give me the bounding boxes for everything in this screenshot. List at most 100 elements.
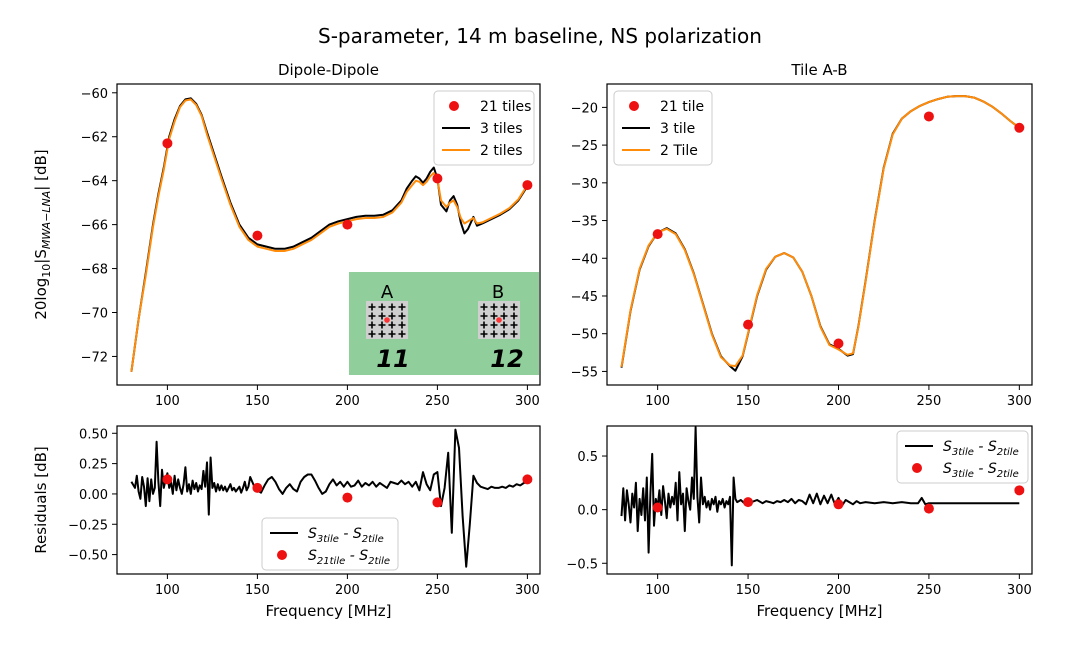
legend-marker — [277, 550, 287, 560]
x-axis-label: Frequency [MHz] — [265, 602, 391, 620]
legend-label: 2 Tile — [660, 143, 698, 159]
scatter-point — [923, 111, 934, 122]
inset-label-a: A — [381, 282, 394, 303]
legend-label-part: 3tile — [317, 534, 339, 545]
y-axis-label-part: 10 — [40, 264, 53, 278]
y-tick-label: −0.25 — [68, 518, 108, 533]
x-tick-label: 200 — [826, 583, 851, 598]
x-tick-label: 300 — [515, 394, 540, 409]
scatter-point — [432, 497, 443, 508]
y-tick-label: 0.50 — [79, 427, 108, 442]
x-tick-label: 200 — [826, 394, 851, 409]
y-tick-label: 0.5 — [577, 450, 598, 465]
panel-residuals-right: 100 150 200 250 300 −0.5 0.0 0.5 Frequency [MHz]… — [566, 425, 1033, 620]
x-tick-label: 150 — [245, 583, 270, 598]
scatter-point — [162, 138, 173, 149]
legend-label-part: 2tile — [362, 534, 384, 545]
legend-label-part: S — [943, 461, 952, 477]
scatter-point — [162, 474, 173, 485]
panel-title: Tile A-B — [790, 61, 847, 79]
y-tick-label: −66 — [81, 219, 108, 234]
y-axis-label: Residuals [dB] — [32, 446, 50, 553]
series-line-3-tiles — [130, 97, 529, 372]
panel-residuals-left: 100 150 200 250 300 −0.50 −0.25 0.00 0.25 0.50 Fre… — [32, 425, 541, 620]
legend-label-part: - S — [974, 439, 997, 455]
y-tick-label: −72 — [81, 350, 108, 365]
legend-label: S3tile - S2tile — [308, 526, 384, 545]
figure-title: S-parameter, 14 m baseline, NS polarizat… — [318, 24, 762, 48]
axes-frame — [606, 425, 1033, 575]
x-tick-label: 100 — [155, 583, 180, 598]
series-line-2-tiles — [130, 98, 529, 372]
y-tick-label: −62 — [81, 131, 108, 146]
dipole-cross — [388, 330, 396, 338]
dipole-cross — [500, 303, 508, 311]
legend-box — [433, 90, 535, 166]
legend-label-part: - S — [974, 461, 997, 477]
x-tick-label: 300 — [515, 583, 540, 598]
legend-label: S3tile - S2tile — [943, 461, 1019, 480]
y-axis-label-part: |S — [32, 249, 50, 264]
y-tick-label: −50 — [571, 328, 598, 343]
dipole-cross — [510, 303, 518, 311]
x-tick-label: 250 — [917, 583, 942, 598]
dipole-cross — [378, 303, 386, 311]
dipole-cross — [500, 321, 508, 329]
inset-tile-number-b: 12 — [490, 345, 523, 373]
scatter-point — [342, 219, 353, 230]
y-tick-label: 0.0 — [577, 504, 598, 519]
series-line-s3tile-s2tile — [130, 428, 528, 568]
scatter-point — [652, 229, 663, 240]
legend-label-part: - S — [339, 526, 362, 542]
legend-label-part: 2tile — [997, 469, 1019, 480]
x-tick-label: 200 — [335, 583, 360, 598]
y-tick-label: −30 — [571, 177, 598, 192]
scatter-point — [743, 319, 754, 330]
tile-center-dot — [496, 317, 502, 323]
legend-box — [613, 90, 713, 166]
dipole-cross — [368, 312, 376, 320]
inset-tile-number-a: 11 — [376, 345, 409, 373]
y-tick-label: −0.5 — [566, 557, 598, 572]
x-tick-label: 250 — [425, 583, 450, 598]
legend-label-part: S — [308, 526, 317, 542]
y-axis-label: 20log10|SMWA−LNA| [dB] — [32, 149, 53, 319]
axes-frame — [606, 83, 1033, 386]
x-tick-label: 100 — [645, 583, 670, 598]
dipole-cross — [368, 303, 376, 311]
data-layer — [130, 97, 529, 372]
legend-label: 21 tile — [660, 99, 704, 115]
dipole-cross — [500, 312, 508, 320]
y-tick-label: −55 — [571, 365, 598, 380]
x-tick-label: 300 — [1007, 394, 1032, 409]
legend-label-part: 3tile — [952, 447, 974, 458]
dipole-cross — [500, 330, 508, 338]
legend-label: 3 tile — [660, 121, 695, 137]
scatter-point — [1014, 122, 1025, 133]
dipole-cross — [480, 330, 488, 338]
y-tick-label: −20 — [571, 101, 598, 116]
legend-marker — [912, 463, 922, 473]
scatter-point — [833, 499, 844, 510]
dipole-cross — [378, 321, 386, 329]
scatter-point — [743, 497, 754, 508]
data-layer — [130, 428, 528, 568]
panel-dipole-dipole: Dipole-Dipole 100 150 200 250 300 −72 −70 −68 −66… — [32, 61, 541, 409]
scatter-point — [252, 230, 263, 241]
legend-label-part: 2tile — [997, 447, 1019, 458]
dipole-cross — [480, 312, 488, 320]
dipole-cross — [480, 303, 488, 311]
x-axis-label: Frequency [MHz] — [756, 602, 882, 620]
scatter-point — [652, 502, 663, 513]
x-tick-label: 250 — [917, 394, 942, 409]
series-line-2-tile — [620, 95, 1020, 368]
x-tick-label: 300 — [1007, 583, 1032, 598]
y-tick-label: 0.25 — [79, 458, 108, 473]
x-tick-label: 200 — [335, 394, 360, 409]
legend-label: S21tile - S2tile — [308, 548, 390, 567]
scatter-point — [522, 474, 533, 485]
legend-label-part: - S — [345, 548, 368, 564]
tile-b — [478, 301, 520, 339]
axes-frame — [116, 425, 541, 575]
